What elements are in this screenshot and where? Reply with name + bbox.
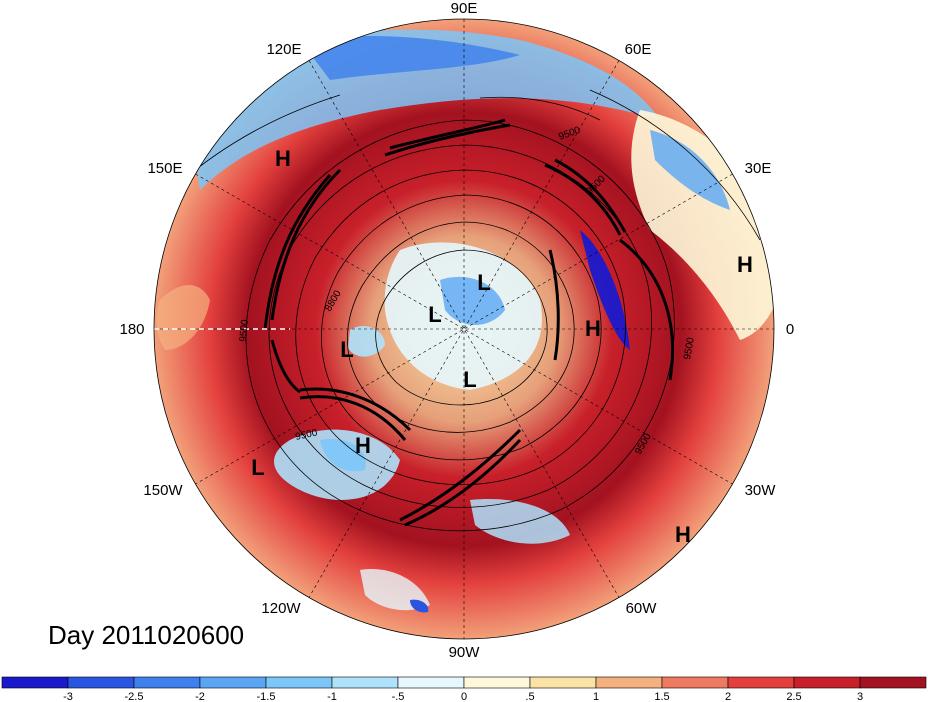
longitude-labels: 90E 60E 30E 0 30W 60W 90W 120W 150W 180 … <box>119 0 794 661</box>
colorbar-swatch <box>595 676 663 689</box>
high-pressure-marker: H <box>355 433 371 458</box>
lon-label: 0 <box>786 321 794 338</box>
colorbar-tick-label: .5 <box>525 691 534 702</box>
pressure-systems: H H H H H L L L L L <box>251 146 753 547</box>
lon-label: 30E <box>745 160 772 177</box>
colorbar-swatch <box>265 676 333 689</box>
lon-label: 60E <box>625 41 652 58</box>
colorbar-tick-label: 3 <box>857 691 863 702</box>
colorbar-swatch <box>727 676 795 689</box>
lon-label: 120W <box>261 600 301 617</box>
lon-label: 150E <box>147 160 182 177</box>
high-pressure-marker: H <box>737 252 753 277</box>
colorbar-swatch <box>67 676 135 689</box>
height-contours <box>154 89 761 532</box>
colorbar-swatch <box>133 676 201 689</box>
colorbar-swatch <box>199 676 267 689</box>
lon-label: 120E <box>266 41 301 58</box>
colorbar-tick-label: 1.5 <box>654 691 669 702</box>
colorbar-swatch <box>1 676 69 689</box>
lon-label: 180 <box>119 321 144 338</box>
colorbar-tick-label: -.5 <box>392 691 405 702</box>
contour-label: 9500 <box>682 336 697 360</box>
lon-label: 90W <box>449 644 481 661</box>
contour-label: 9500 <box>238 319 251 343</box>
colorbar-tick-label: -1 <box>327 691 337 702</box>
jet-streaks <box>263 118 675 527</box>
high-pressure-marker: H <box>675 522 691 547</box>
contour-label: 9500 <box>294 427 318 442</box>
colorbar-tick-label: 1 <box>593 691 599 702</box>
colorbar: -3 -2.5 -2 -1.5 -1 -.5 0 .5 1 1.5 2 2.5 3 <box>1 676 927 702</box>
lon-label: 30W <box>745 482 777 499</box>
colorbar-swatch <box>529 676 597 689</box>
lon-label: 150W <box>143 482 183 499</box>
colorbar-tick-label: 2 <box>725 691 731 702</box>
colorbar-tick-label: 0 <box>461 691 467 702</box>
colorbar-tick-label: -3 <box>63 691 73 702</box>
colorbar-swatch <box>331 676 399 689</box>
colorbar-swatch <box>463 676 531 689</box>
low-pressure-marker: L <box>477 270 490 295</box>
low-pressure-marker: L <box>428 302 441 327</box>
map-title: Day 2011020600 <box>48 620 245 650</box>
high-pressure-marker: H <box>585 316 601 341</box>
globe-outline <box>153 18 775 640</box>
high-pressure-marker: H <box>275 146 291 171</box>
colorbar-tick-label: 2.5 <box>786 691 801 702</box>
colorbar-swatch <box>397 676 465 689</box>
colorbar-swatch <box>859 676 927 689</box>
low-pressure-marker: L <box>340 337 353 362</box>
colorbar-tick-label: -2 <box>195 691 205 702</box>
colorbar-swatch <box>793 676 861 689</box>
lon-label: 90E <box>451 0 478 17</box>
low-pressure-marker: L <box>463 367 476 392</box>
colorbar-tick-label: -2.5 <box>125 691 144 702</box>
anomaly-field <box>154 19 774 639</box>
lon-label: 60W <box>626 600 658 617</box>
colorbar-tick-label: -1.5 <box>257 691 276 702</box>
colorbar-swatch <box>661 676 729 689</box>
low-pressure-marker: L <box>251 455 264 480</box>
